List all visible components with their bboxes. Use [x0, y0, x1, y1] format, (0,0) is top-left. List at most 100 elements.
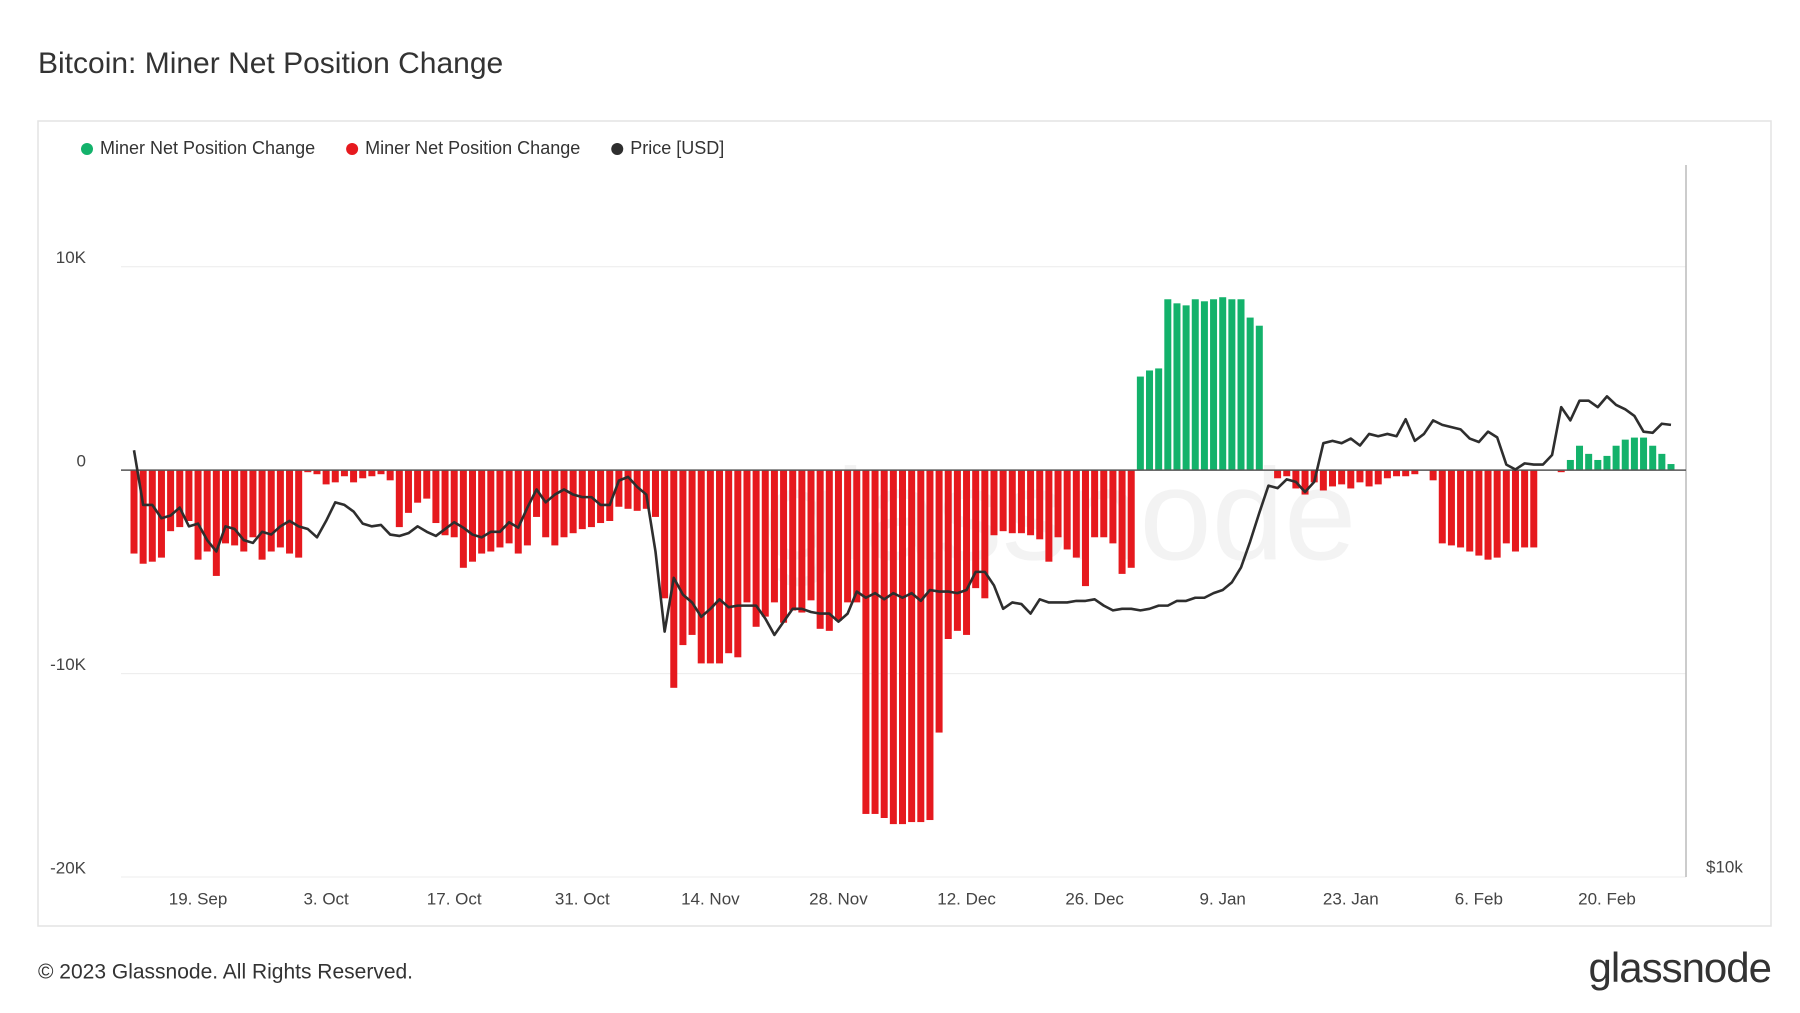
- bar: [1612, 445, 1620, 471]
- bar: [194, 470, 202, 560]
- bar: [1557, 470, 1565, 473]
- bar: [377, 470, 385, 475]
- bar: [679, 470, 687, 646]
- legend-marker: [611, 143, 624, 155]
- bar: [917, 470, 925, 823]
- bar: [130, 470, 138, 554]
- bar: [1155, 368, 1163, 471]
- bar: [1319, 470, 1327, 491]
- bar: [1228, 299, 1236, 471]
- bar: [1008, 470, 1016, 534]
- bar: [1136, 376, 1144, 471]
- bar: [1146, 370, 1154, 471]
- bar: [203, 470, 211, 552]
- bar: [231, 470, 239, 546]
- bar: [1493, 470, 1501, 558]
- bar: [1630, 437, 1638, 471]
- bar: [487, 470, 495, 552]
- x-tick-label: 31. Oct: [555, 889, 610, 908]
- bar: [1109, 470, 1117, 544]
- bar: [944, 470, 952, 639]
- bar: [1393, 470, 1401, 477]
- bar: [258, 470, 266, 560]
- bar: [1347, 470, 1355, 489]
- bar: [1292, 470, 1300, 489]
- bar: [908, 470, 916, 823]
- bar: [606, 470, 614, 521]
- bar: [953, 470, 961, 631]
- bar: [871, 470, 879, 814]
- brand-logo: glassnode: [1589, 944, 1771, 991]
- bar: [651, 470, 659, 517]
- bar: [304, 470, 312, 473]
- bar: [1667, 464, 1675, 471]
- bar: [1649, 445, 1657, 471]
- bar: [386, 470, 394, 481]
- x-tick-label: 20. Feb: [1578, 889, 1636, 908]
- bar: [1054, 470, 1062, 538]
- bar: [734, 470, 742, 658]
- bar: [1365, 470, 1373, 487]
- bar: [496, 470, 504, 548]
- bar: [716, 470, 724, 664]
- x-tick-label: 26. Dec: [1065, 889, 1124, 908]
- bar: [798, 470, 806, 613]
- x-tick-label: 12. Dec: [937, 889, 996, 908]
- bar: [1246, 317, 1254, 471]
- bar: [780, 470, 788, 623]
- bar: [295, 470, 303, 558]
- bar: [359, 470, 367, 479]
- bar: [368, 470, 376, 477]
- bar: [1402, 470, 1410, 477]
- bar: [1164, 299, 1172, 471]
- bar: [441, 470, 449, 536]
- bar: [1457, 470, 1465, 548]
- bar: [1576, 445, 1584, 471]
- bar: [240, 470, 248, 552]
- y-tick-label: 10K: [56, 248, 87, 267]
- bar: [450, 470, 458, 538]
- bar: [899, 470, 906, 825]
- bar: [276, 470, 284, 548]
- bar: [999, 470, 1007, 532]
- bar: [533, 470, 541, 517]
- bar: [752, 470, 760, 627]
- bar: [1027, 470, 1035, 536]
- bar: [249, 470, 257, 538]
- bar: [322, 470, 330, 485]
- bar: [404, 470, 412, 513]
- bar: [789, 470, 797, 611]
- bar: [926, 470, 934, 821]
- bar: [1200, 301, 1208, 471]
- y-tick-label: -20K: [50, 858, 87, 877]
- bar: [551, 470, 559, 546]
- bar: [578, 470, 586, 530]
- bar: [862, 470, 870, 814]
- bar: [1301, 470, 1309, 495]
- bar: [176, 470, 184, 528]
- footer: © 2023 Glassnode. All Rights Reserved.: [38, 961, 413, 984]
- bar: [1036, 470, 1044, 540]
- bar: [212, 470, 220, 576]
- bar: [615, 470, 623, 507]
- bar: [807, 470, 815, 601]
- bar: [313, 470, 321, 475]
- bar: [1219, 297, 1227, 471]
- bar: [1328, 470, 1336, 487]
- bar: [1182, 305, 1190, 471]
- x-tick-label: 17. Oct: [427, 889, 482, 908]
- bar: [1521, 470, 1529, 548]
- bar: [1566, 459, 1574, 471]
- bar: [1081, 470, 1089, 587]
- bar: [1374, 470, 1382, 485]
- bar: [880, 470, 888, 819]
- bar: [990, 470, 998, 536]
- bar: [1283, 470, 1291, 477]
- x-tick-label: 9. Jan: [1200, 889, 1246, 908]
- legend-marker: [346, 143, 359, 155]
- bar: [139, 470, 147, 564]
- bar: [1127, 470, 1135, 568]
- bar: [688, 470, 696, 635]
- bar: [1045, 470, 1053, 562]
- bar: [1447, 470, 1455, 546]
